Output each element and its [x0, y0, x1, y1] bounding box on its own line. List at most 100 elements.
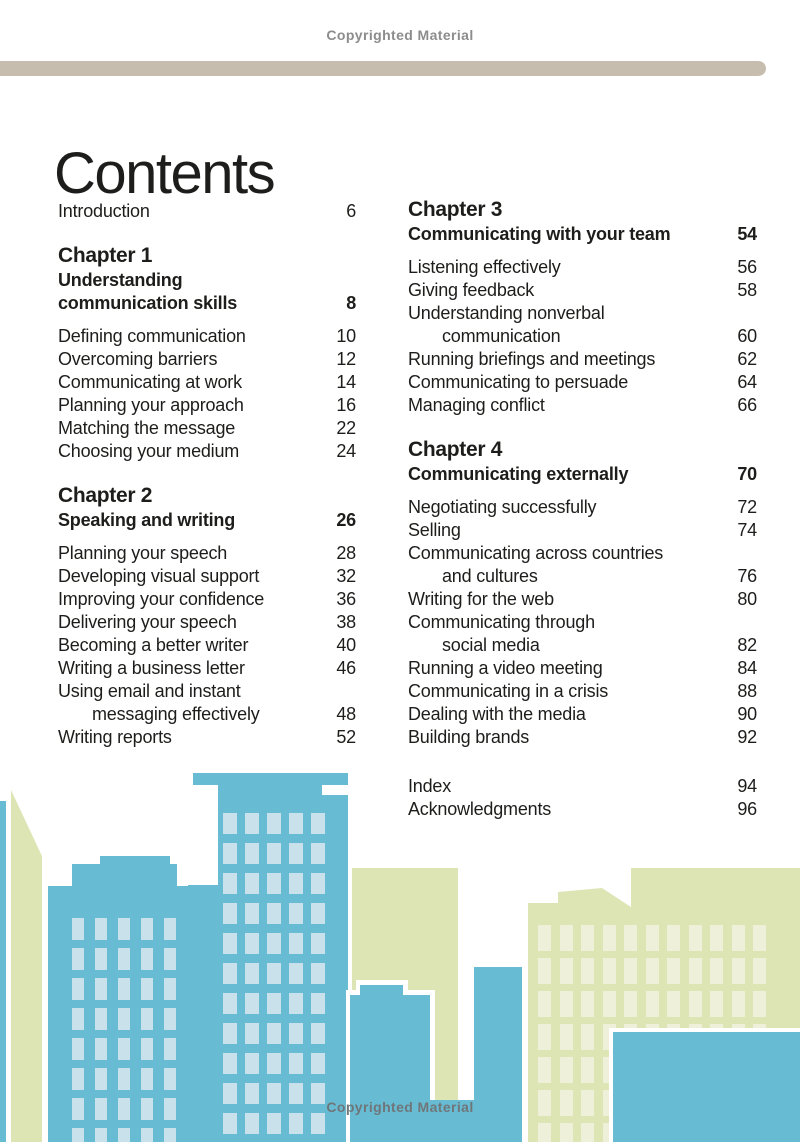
building-window [72, 1038, 84, 1060]
toc-entry-page: 14 [336, 372, 356, 392]
toc-entry-page: 48 [336, 704, 356, 724]
building-window [223, 1083, 237, 1104]
building-window [538, 1123, 551, 1142]
chapter-subtitle-row: Communicating with your team 54 [408, 223, 757, 246]
building-window [753, 958, 766, 984]
building-window [223, 1053, 237, 1074]
toc-entry: Negotiating successfully 72 [408, 496, 757, 519]
building-window [141, 948, 153, 970]
building-window [645, 925, 659, 951]
building-window [581, 925, 594, 951]
building-bottom-patch [430, 1100, 475, 1142]
toc-entry: Communicating through [408, 611, 757, 634]
toc-entry-page: 88 [737, 681, 757, 701]
chapter-page: 8 [346, 293, 356, 313]
toc-entry-label: Communicating at work [58, 372, 242, 392]
toc-entry-page: 62 [737, 349, 757, 369]
toc-entry: Listening effectively 56 [408, 256, 757, 279]
building-window [624, 958, 637, 984]
chapter-subtitle-row: Communicating externally 70 [408, 463, 757, 486]
building-window [141, 1128, 153, 1142]
toc-entry-page: 32 [336, 566, 356, 586]
building-window [95, 1008, 107, 1030]
toc-entry-label: messaging effectively [92, 704, 260, 724]
toc-entry-label: Developing visual support [58, 566, 260, 586]
building-window [289, 963, 303, 984]
building-window [753, 925, 766, 951]
building-window [223, 873, 237, 894]
building-window [624, 991, 637, 1017]
toc-entry-page: 16 [336, 395, 356, 415]
toc-entries-block: Planning your speech 28 Developing visual … [58, 542, 356, 749]
toc-entry-page: 38 [336, 612, 356, 632]
chapter-subtitle-row: Speaking and writing 26 [58, 509, 356, 532]
toc-entry-label: Choosing your medium [58, 441, 240, 461]
building-window [95, 1038, 107, 1060]
building-window [164, 1008, 176, 1030]
building-narrow-slab [474, 967, 522, 1142]
toc-entry: Running a video meeting 84 [408, 657, 757, 680]
building-window [311, 933, 325, 954]
building-window [245, 1083, 259, 1104]
building-window [688, 958, 702, 984]
building-window [289, 1053, 303, 1074]
building-window [311, 813, 325, 834]
building-window [72, 948, 84, 970]
toc-entry-label: communication [442, 326, 561, 346]
toc-entry: communication 60 [408, 325, 757, 348]
toc-entry-label: Communicating in a crisis [408, 681, 609, 701]
toc-entry: Choosing your medium 24 [58, 440, 356, 463]
building-window [688, 925, 702, 951]
building-window [72, 1068, 84, 1090]
building-window [311, 903, 325, 924]
toc-entry-label: Using email and instant [58, 681, 241, 701]
chapter-subtitle: Speaking and writing [58, 510, 236, 530]
toc-entry: Developing visual support 32 [58, 565, 356, 588]
toc-entry: Selling 74 [408, 519, 757, 542]
building-window [95, 918, 107, 940]
toc-entry-label: Dealing with the media [408, 704, 586, 724]
building-window [311, 993, 325, 1014]
chapter-heading: Chapter 1 [58, 244, 153, 267]
chapter-subtitle-row: communication skills 8 [58, 292, 356, 315]
toc-entry-page: 94 [737, 776, 757, 796]
building-window [223, 993, 237, 1014]
toc-entry-label: Communicating across countries [408, 543, 664, 563]
chapter-heading: Chapter 4 [408, 438, 503, 461]
building-window [95, 1128, 107, 1142]
toc-entry-label: and cultures [442, 566, 538, 586]
toc-entry-page: 60 [737, 326, 757, 346]
building-window [538, 1090, 551, 1116]
toc-entry-page: 58 [737, 280, 757, 300]
toc-entries-block: Defining communication 10 Overcoming barri… [58, 325, 356, 463]
toc-entry-page: 36 [336, 589, 356, 609]
building-window [118, 1098, 130, 1120]
decorative-divider-bar [0, 61, 766, 76]
building-window [667, 958, 680, 984]
toc-entry-label: Delivering your speech [58, 612, 237, 632]
toc-entry-label: Selling [408, 520, 461, 540]
toc-entry: and cultures 76 [408, 565, 757, 588]
toc-column-right: Chapter 3 Communicating with your team 54 L… [408, 193, 757, 837]
building-window [72, 978, 84, 1000]
toc-entry-label: Overcoming barriers [58, 349, 218, 369]
toc-entry-page: 80 [737, 589, 757, 609]
chapter-subtitle: Communicating with your team [408, 224, 671, 244]
building-window [602, 958, 616, 984]
toc-entry-page: 96 [737, 799, 757, 819]
building-front-blue [613, 1032, 800, 1142]
building-window [753, 991, 766, 1017]
toc-entry-label: Matching the message [58, 418, 236, 438]
chapter-block: Chapter 3 Communicating with your team 54 [408, 197, 757, 246]
toc-entry-label: Giving feedback [408, 280, 535, 300]
building-window [581, 1024, 594, 1050]
toc-entry-label: Planning your approach [58, 395, 244, 415]
toc-entry: Becoming a better writer 40 [58, 634, 356, 657]
toc-entry-label: Communicating to persuade [408, 372, 629, 392]
building-window [118, 1008, 130, 1030]
building-window [118, 1038, 130, 1060]
building-window [164, 978, 176, 1000]
toc-entry-label: Becoming a better writer [58, 635, 249, 655]
toc-entry: Writing a business letter 46 [58, 657, 356, 680]
